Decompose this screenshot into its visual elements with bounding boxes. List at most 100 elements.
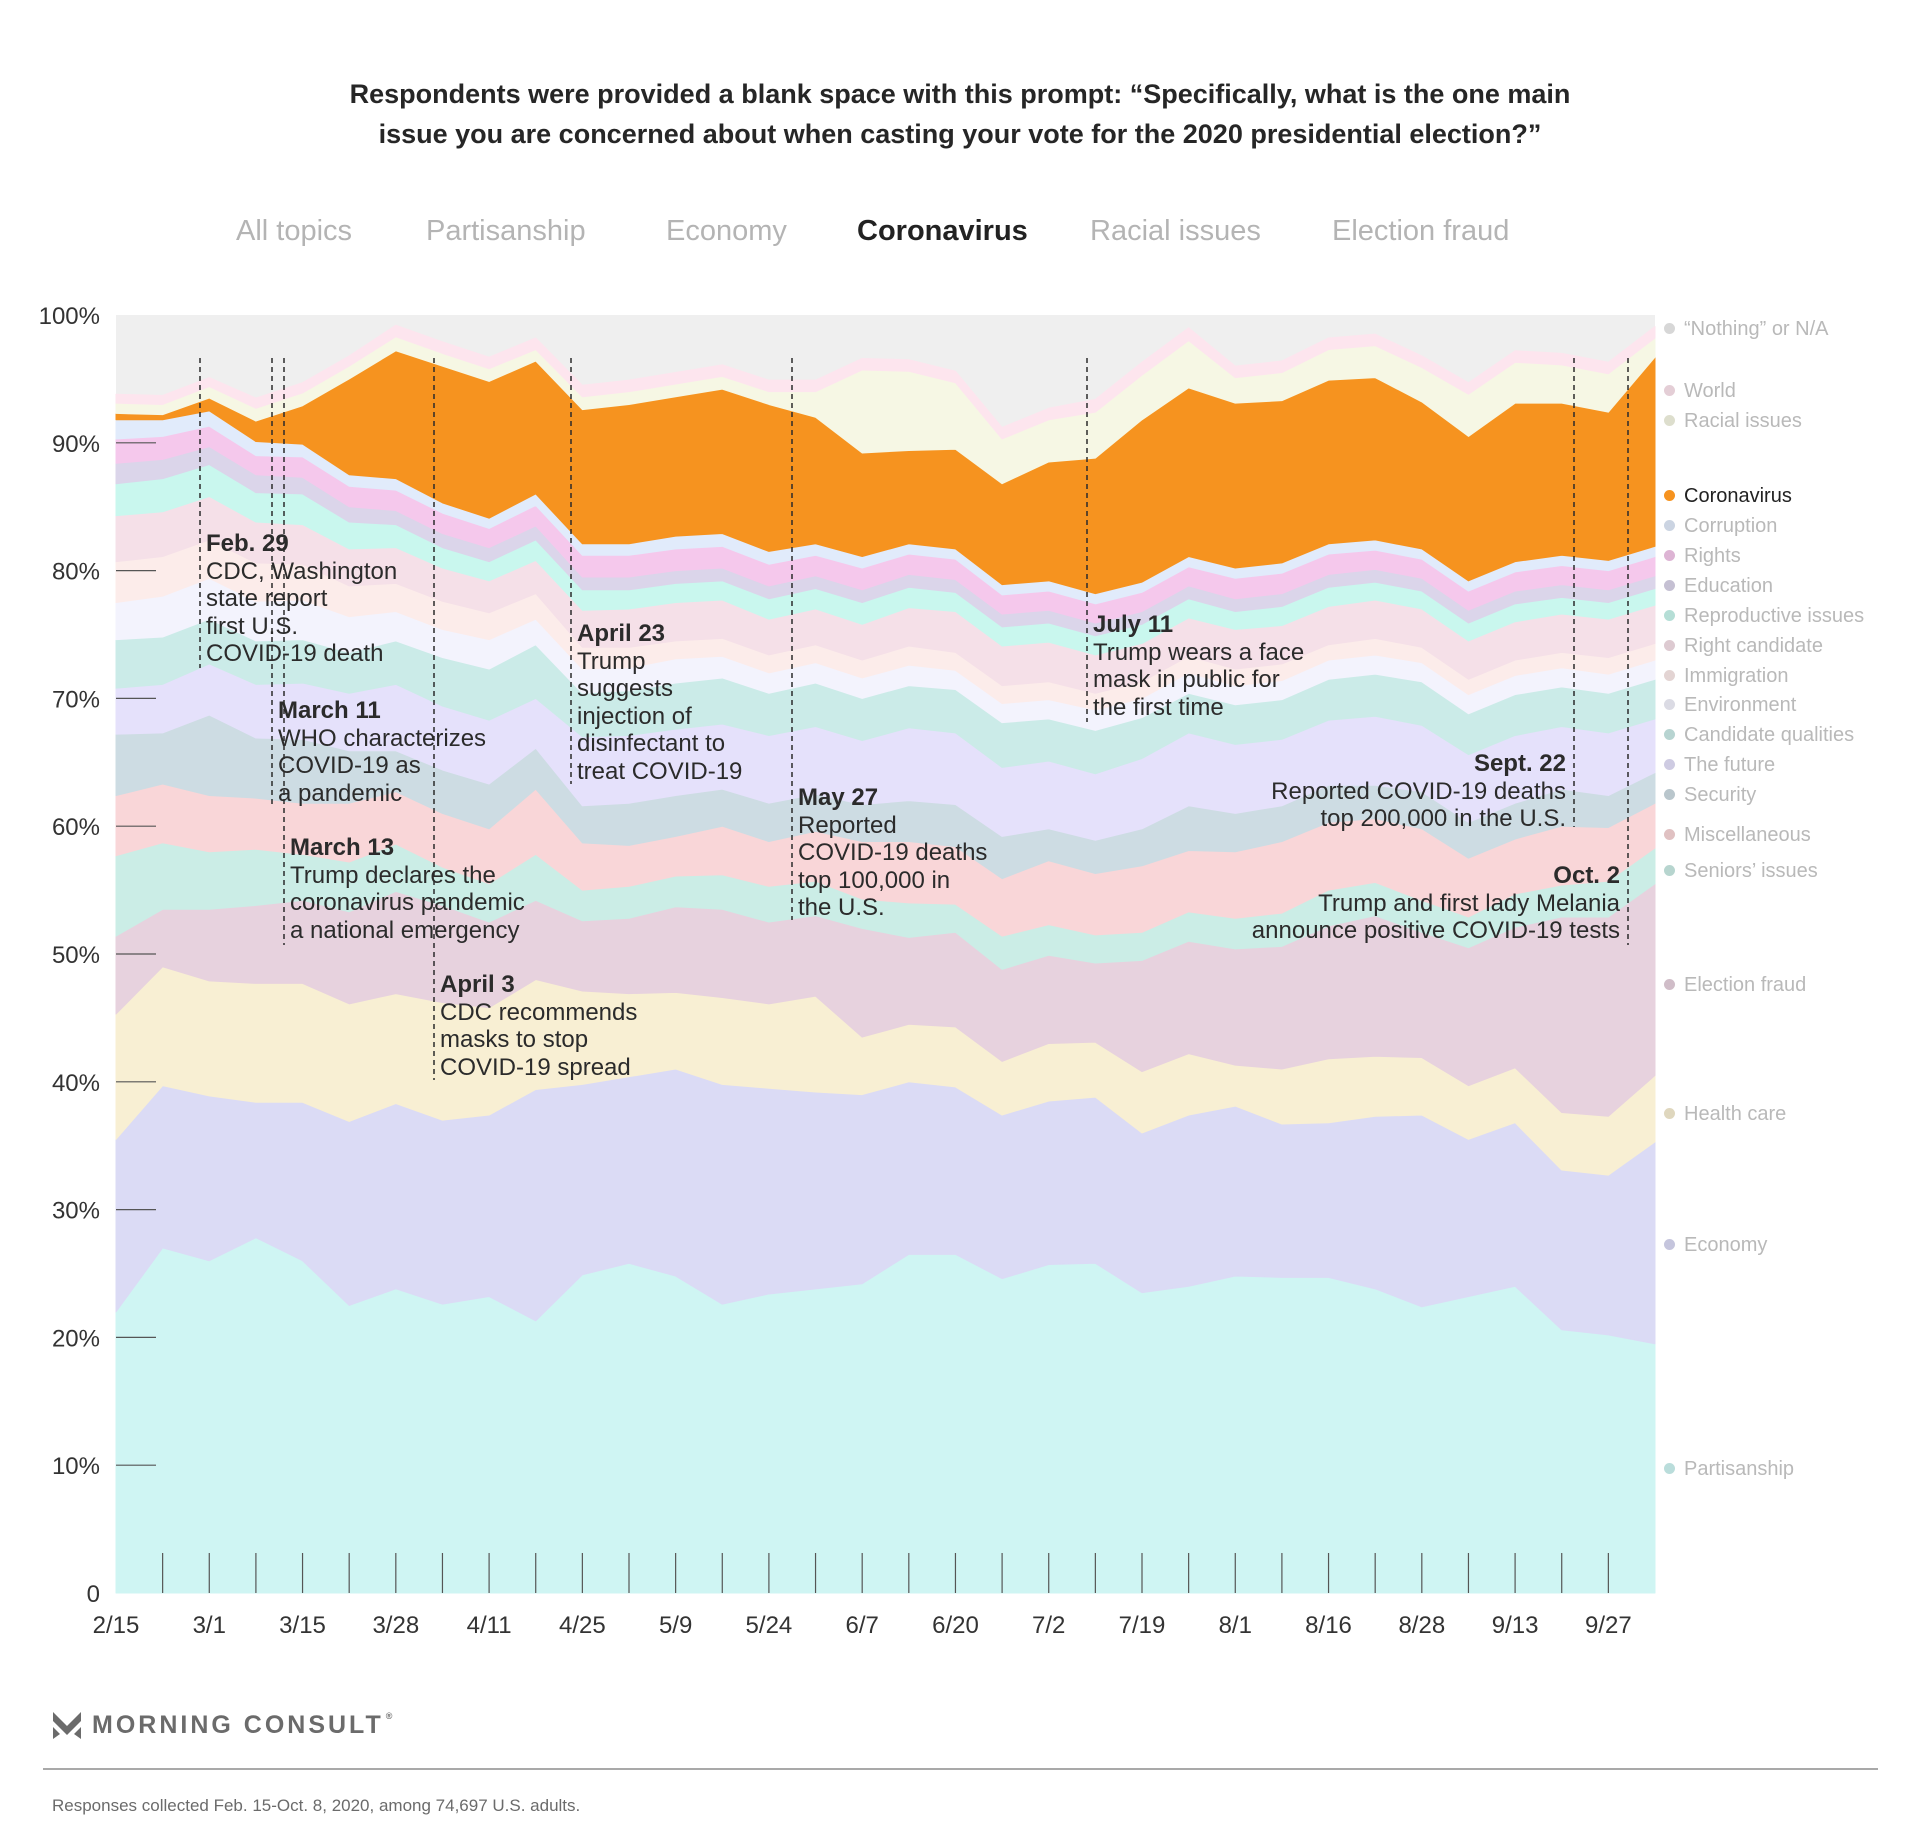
- legend-item-miscellaneous[interactable]: Miscellaneous: [1664, 824, 1811, 847]
- annotation-text-line: Trump and first lady Melania: [1318, 889, 1620, 917]
- annotation-date: April 23: [577, 620, 666, 647]
- legend-item-economy[interactable]: Economy: [1664, 1234, 1767, 1257]
- x-tick-label: 3/15: [279, 1612, 326, 1639]
- annotation-text-line: COVID-19 deaths: [798, 839, 988, 866]
- legend-dot-icon: [1664, 640, 1675, 651]
- y-tick-label: 60%: [52, 814, 100, 841]
- legend-item-coronavirus[interactable]: Coronavirus: [1664, 485, 1792, 508]
- annotation-text-line: Trump wears a face: [1093, 638, 1305, 666]
- legend-item-immigration[interactable]: Immigration: [1664, 665, 1788, 688]
- annotation-text-line: COVID-19 death: [206, 640, 384, 667]
- registered-mark: ®: [385, 1710, 393, 1721]
- annotation-april-3: April 3 CDC recommends masks to stop COVID-…: [440, 971, 637, 1081]
- legend-item-world[interactable]: World: [1664, 380, 1736, 403]
- y-tick-label: 70%: [52, 686, 100, 713]
- chart-title-line-2: issue you are concerned about when casti…: [378, 119, 1542, 149]
- annotation-text-line: CDC, Washington: [206, 557, 398, 585]
- legend-label: Economy: [1684, 1234, 1768, 1256]
- legend-label: Corruption: [1684, 515, 1778, 537]
- legend-dot-icon: [1664, 385, 1675, 396]
- annotation-march-13: March 13 Trump declares the coronavirus pa…: [290, 834, 525, 944]
- x-tick-label: 7/19: [1119, 1612, 1166, 1639]
- stacked-area-chart: 0 10% 20% 30% 40% 50% 60% 70% 80% 90% 100% 2/15 3/1…: [39, 303, 1656, 1639]
- annotation-feb-29: Feb. 29 CDC, Washington state report first …: [206, 530, 397, 668]
- y-axis: 0 10% 20% 30% 40% 50% 60% 70% 80% 90% 100%: [39, 303, 156, 1608]
- x-tick-label: 8/16: [1305, 1612, 1352, 1639]
- legend-label: Seniors’ issues: [1684, 860, 1818, 882]
- chart-title: Respondents were provided a blank space …: [0, 74, 1920, 154]
- legend-label: Health care: [1684, 1103, 1787, 1125]
- annotation-text-line: coronavirus pandemic: [290, 889, 525, 916]
- annotation-text-line: injection of: [577, 702, 692, 730]
- legend-item-nothing-or-n-a[interactable]: “Nothing” or N/A: [1664, 318, 1829, 341]
- legend-dot-icon: [1664, 670, 1675, 681]
- brand-name: MORNING CONSULT ®: [92, 1711, 392, 1740]
- legend-item-health-care[interactable]: Health care: [1664, 1103, 1786, 1126]
- annotation-text-line: Reported COVID-19 deaths: [1271, 777, 1566, 805]
- topic-tabs: All topics Partisanship Economy Coronavi…: [0, 215, 1920, 255]
- legend-label: The future: [1684, 754, 1776, 776]
- annotation-date: April 3: [440, 971, 515, 998]
- annotation-text-line: announce positive COVID-19 tests: [1251, 917, 1620, 944]
- legend-label: Immigration: [1684, 665, 1789, 687]
- legend-item-election-fraud[interactable]: Election fraud: [1664, 974, 1806, 997]
- legend-item-the-future[interactable]: The future: [1664, 754, 1775, 777]
- annotation-july-11: July 11 Trump wears a face mask in public …: [1093, 611, 1304, 721]
- legend-label: Racial issues: [1684, 410, 1802, 432]
- annotation-text-line: top 100,000 in: [798, 866, 951, 894]
- tab-partisanship[interactable]: Partisanship: [426, 215, 586, 247]
- legend-label: Reproductive issues: [1684, 605, 1865, 627]
- x-tick-label: 9/27: [1585, 1612, 1632, 1639]
- legend-dot-icon: [1664, 699, 1675, 710]
- x-tick-label: 3/28: [372, 1612, 419, 1639]
- annotation-text-line: masks to stop: [440, 1026, 589, 1053]
- annotation-oct-2: Oct. 2 Trump and first lady Melania announ…: [1252, 862, 1620, 945]
- tab-racial-issues[interactable]: Racial issues: [1090, 215, 1261, 247]
- legend-label: Security: [1684, 784, 1757, 806]
- legend-item-candidate-qualities[interactable]: Candidate qualities: [1664, 724, 1854, 747]
- legend-item-racial-issues[interactable]: Racial issues: [1664, 410, 1802, 433]
- annotation-text-line: the U.S.: [798, 894, 885, 921]
- legend-label: Rights: [1684, 545, 1741, 567]
- x-axis: 2/15 3/1 3/15 3/28 4/11 4/25 5/9 5/24 6/7 6/20 7/2…: [93, 1553, 1632, 1639]
- legend-item-education[interactable]: Education: [1664, 575, 1773, 598]
- legend-dot-icon: [1664, 1463, 1675, 1474]
- annotation-text-line: COVID-19 as: [278, 752, 421, 779]
- legend-dot-icon: [1664, 1108, 1675, 1119]
- x-tick-label: 2/15: [93, 1612, 140, 1639]
- legend-item-reproductive-issues[interactable]: Reproductive issues: [1664, 605, 1864, 628]
- legend-dot-icon: [1664, 729, 1675, 740]
- annotation-date: March 11: [278, 697, 381, 724]
- legend-label: Right candidate: [1684, 635, 1823, 657]
- legend-label: Candidate qualities: [1684, 724, 1855, 746]
- annotation-text-line: Reported: [798, 811, 897, 839]
- legend-item-partisanship[interactable]: Partisanship: [1664, 1458, 1794, 1481]
- annotation-text-line: Trump declares the: [290, 861, 496, 889]
- legend-dot-icon: [1664, 520, 1675, 531]
- y-tick-label: 100%: [39, 303, 100, 330]
- annotation-text-line: Trump: [577, 647, 646, 675]
- legend-item-rights[interactable]: Rights: [1664, 545, 1741, 568]
- tab-election-fraud[interactable]: Election fraud: [1332, 215, 1510, 247]
- x-tick-label: 5/24: [746, 1612, 793, 1639]
- tab-all-topics[interactable]: All topics: [236, 215, 353, 247]
- annotation-date: Sept. 22: [1473, 750, 1566, 777]
- x-tick-label: 8/1: [1219, 1612, 1252, 1639]
- tab-coronavirus[interactable]: Coronavirus: [857, 215, 1028, 247]
- tab-economy[interactable]: Economy: [666, 215, 787, 247]
- legend-item-right-candidate[interactable]: Right candidate: [1664, 635, 1823, 658]
- y-tick-label: 0: [87, 1581, 100, 1608]
- legend-dot-icon: [1664, 580, 1675, 591]
- annotation-date: July 11: [1093, 611, 1174, 638]
- annotation-text-line: treat COVID-19: [577, 757, 743, 785]
- y-tick-label: 40%: [52, 1070, 100, 1097]
- annotation-date: March 13: [290, 834, 395, 861]
- annotation-date: May 27: [798, 784, 879, 811]
- legend-dot-icon: [1664, 829, 1675, 840]
- legend-item-corruption[interactable]: Corruption: [1664, 515, 1777, 538]
- legend-item-seniors-issues[interactable]: Seniors’ issues: [1664, 860, 1818, 883]
- annotation-text-line: suggests: [577, 675, 674, 702]
- x-tick-label: 4/25: [559, 1612, 606, 1639]
- legend-item-security[interactable]: Security: [1664, 784, 1756, 807]
- legend-item-environment[interactable]: Environment: [1664, 694, 1796, 717]
